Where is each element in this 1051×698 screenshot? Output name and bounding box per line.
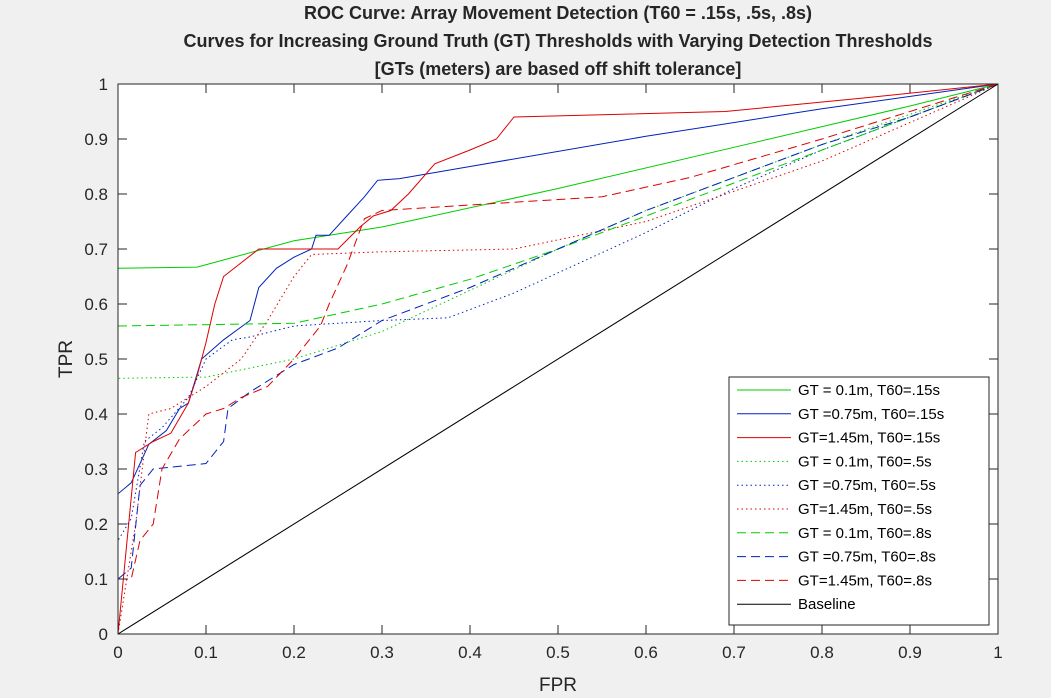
y-tick-label: 0.5 xyxy=(84,350,108,369)
y-axis-label: TPR xyxy=(56,340,77,378)
y-tick-label: 0.9 xyxy=(84,130,108,149)
x-tick-label: 0.6 xyxy=(634,643,658,662)
legend-label-6: GT=1.45m, T60=.5s xyxy=(798,501,932,518)
x-tick-label: 0.5 xyxy=(546,643,570,662)
legend-label-10: Baseline xyxy=(798,596,856,613)
chart-title-line-1: ROC Curve: Array Movement Detection (T60… xyxy=(304,3,812,23)
y-tick-label: 0 xyxy=(99,625,108,644)
legend-label-2: GT =0.75m, T60=.15s xyxy=(798,406,944,423)
chart-title-line-3: [GTs (meters) are based off shift tolera… xyxy=(375,59,742,79)
x-tick-label: 0.4 xyxy=(458,643,482,662)
legend-label-5: GT =0.75m, T60=.5s xyxy=(798,477,936,494)
x-tick-label: 1 xyxy=(993,643,1002,662)
legend-label-7: GT = 0.1m, T60=.8s xyxy=(798,525,932,542)
y-tick-label: 0.3 xyxy=(84,460,108,479)
y-tick-label: 0.6 xyxy=(84,295,108,314)
x-tick-label: 0 xyxy=(113,643,122,662)
y-tick-label: 0.2 xyxy=(84,515,108,534)
y-tick-label: 0.7 xyxy=(84,240,108,259)
y-tick-label: 0.4 xyxy=(84,405,108,424)
legend-label-8: GT =0.75m, T60=.8s xyxy=(798,549,936,566)
legend-label-9: GT=1.45m, T60=.8s xyxy=(798,572,932,589)
legend-label-4: GT = 0.1m, T60=.5s xyxy=(798,453,932,470)
y-tick-label: 1 xyxy=(99,75,108,94)
legend-label-3: GT=1.45m, T60=.15s xyxy=(798,430,940,447)
x-tick-label: 0.9 xyxy=(898,643,922,662)
x-axis-label: FPR xyxy=(539,675,577,696)
x-tick-label: 0.7 xyxy=(722,643,746,662)
x-tick-label: 0.2 xyxy=(282,643,306,662)
x-tick-label: 0.3 xyxy=(370,643,394,662)
chart-title-line-2: Curves for Increasing Ground Truth (GT) … xyxy=(183,31,932,51)
legend-label-1: GT = 0.1m, T60=.15s xyxy=(798,382,940,399)
x-tick-label: 0.8 xyxy=(810,643,834,662)
y-tick-label: 0.1 xyxy=(84,570,108,589)
y-tick-label: 0.8 xyxy=(84,185,108,204)
legend: GT = 0.1m, T60=.15s GT =0.75m, T60=.15s GT… xyxy=(729,377,989,625)
x-tick-label: 0.1 xyxy=(194,643,218,662)
